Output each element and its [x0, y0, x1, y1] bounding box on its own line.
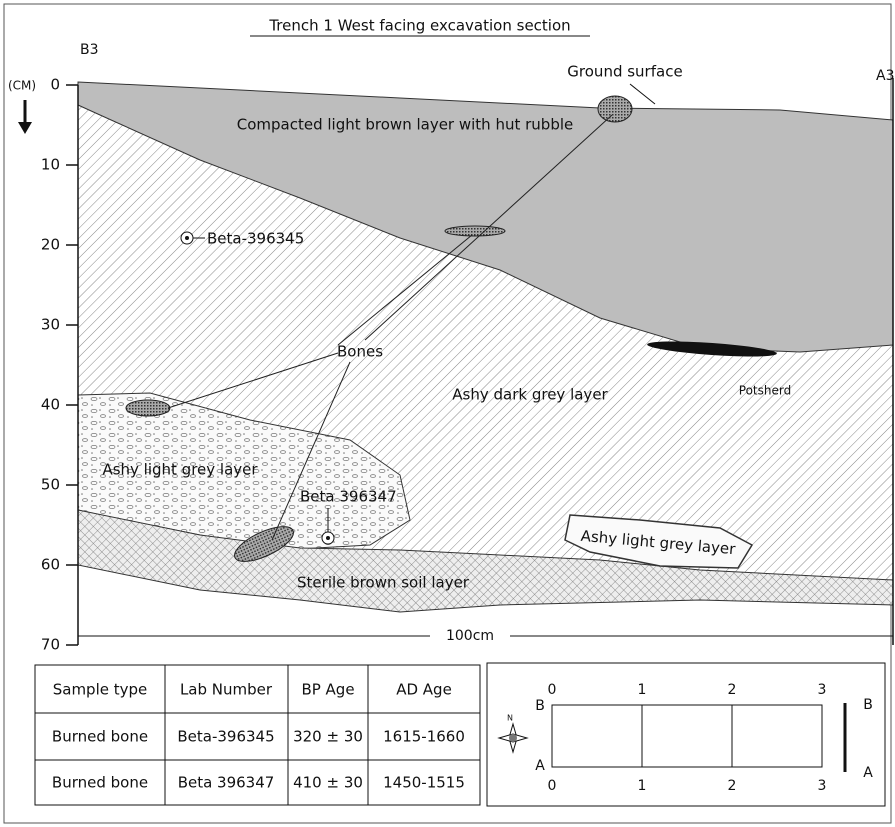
depth-tick-label: 50 — [41, 476, 60, 494]
table-header: Sample type — [53, 681, 148, 699]
layer-label: Ashy dark grey layer — [452, 386, 608, 404]
plan-tick: 0 — [548, 778, 557, 794]
plan-frame — [486, 662, 886, 807]
depth-unit: (CM) — [8, 79, 36, 93]
bone — [597, 95, 633, 123]
plan-tick: 1 — [638, 778, 647, 794]
table-cell: Beta 396347 — [178, 774, 275, 792]
right-label: A3 — [876, 68, 894, 84]
plan-tick: 3 — [818, 682, 827, 698]
plan-letter: B — [535, 698, 545, 714]
sample-marker — [185, 236, 189, 240]
table-header: BP Age — [301, 681, 354, 699]
table-grid — [34, 664, 481, 806]
plan-trench — [551, 704, 823, 768]
table: Sample type Lab Number BP Age AD Age Burned … — [52, 681, 465, 792]
plan-tick: 3 — [818, 778, 827, 794]
depth-tick-label: 70 — [41, 636, 60, 654]
sample-marker — [326, 536, 330, 540]
plan-letter: A — [863, 765, 873, 781]
depth-tick-label: 20 — [41, 236, 60, 254]
table-cell: Burned bone — [52, 728, 148, 746]
ground-surface: Ground surface — [567, 63, 682, 81]
potsherd — [647, 341, 777, 357]
bone — [234, 526, 294, 562]
table-cell: Burned bone — [52, 774, 148, 792]
bones-label: Bones — [337, 343, 383, 361]
compass — [497, 722, 529, 754]
bone-leaders — [167, 114, 613, 541]
table-cell: 1615-1660 — [383, 728, 465, 746]
depth-tick-label: 10 — [41, 156, 60, 174]
layer-label: Compacted light brown layer with hut rub… — [237, 116, 573, 134]
layer-label: Sterile brown soil layer — [297, 574, 470, 592]
plan-tick: 1 — [638, 682, 647, 698]
title: Trench 1 West facing excavation section — [268, 17, 570, 35]
table-header: AD Age — [396, 681, 452, 699]
bone — [125, 399, 171, 417]
compass-n: N — [507, 714, 513, 723]
width-label: 100cm — [446, 628, 494, 644]
potsherd-label: Potsherd — [739, 384, 791, 398]
depth-tick-label: 30 — [41, 316, 60, 334]
plan-tick: 2 — [728, 682, 737, 698]
arrow-head — [18, 122, 32, 134]
depth-tick-label: 0 — [50, 76, 60, 94]
layer-label: Ashy light grey layer — [102, 461, 258, 479]
table-cell: 410 ± 30 — [293, 774, 363, 792]
left-label: B3 — [80, 42, 99, 58]
light-grey-layer-right — [564, 514, 754, 569]
plan-tick: 0 — [548, 682, 557, 698]
plan-tick: 2 — [728, 778, 737, 794]
sample-label: Beta 396347 — [300, 488, 397, 506]
plan-letter: B — [863, 697, 873, 713]
bone — [444, 225, 506, 237]
table-cell: 320 ± 30 — [293, 728, 363, 746]
sample-label: Beta-396345 — [207, 230, 304, 248]
plan-ticks: 0 1 2 3 0 1 2 3 — [548, 682, 827, 794]
table-cell: 1450-1515 — [383, 774, 465, 792]
table-header: Lab Number — [180, 681, 273, 699]
leader — [629, 83, 656, 105]
depth-tick-label: 40 — [41, 396, 60, 414]
table-cell: Beta-396345 — [177, 728, 274, 746]
plan-letter: A — [535, 758, 545, 774]
depth-tick-label: 60 — [41, 556, 60, 574]
